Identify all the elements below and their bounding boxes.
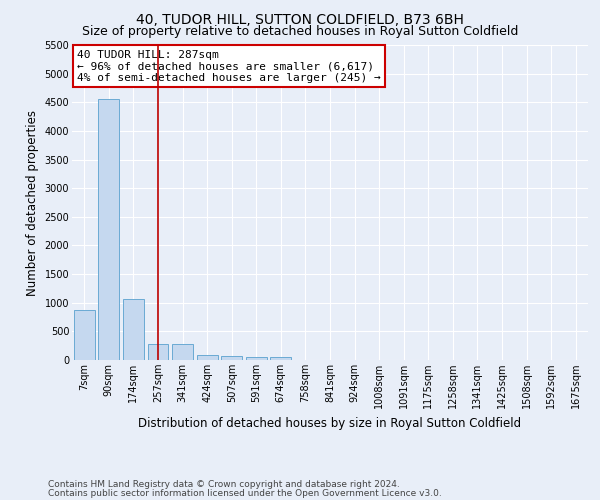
Y-axis label: Number of detached properties: Number of detached properties [26, 110, 39, 296]
X-axis label: Distribution of detached houses by size in Royal Sutton Coldfield: Distribution of detached houses by size … [139, 416, 521, 430]
Bar [123, 300, 144, 360]
Bar [221, 356, 242, 360]
Bar [172, 344, 193, 360]
Text: Size of property relative to detached houses in Royal Sutton Coldfield: Size of property relative to detached ho… [82, 25, 518, 38]
Bar [271, 357, 292, 360]
Text: 40 TUDOR HILL: 287sqm
← 96% of detached houses are smaller (6,617)
4% of semi-de: 40 TUDOR HILL: 287sqm ← 96% of detached … [77, 50, 381, 83]
Bar [98, 100, 119, 360]
Bar [74, 310, 95, 360]
Text: Contains HM Land Registry data © Crown copyright and database right 2024.: Contains HM Land Registry data © Crown c… [48, 480, 400, 489]
Bar [246, 357, 267, 360]
Text: 40, TUDOR HILL, SUTTON COLDFIELD, B73 6BH: 40, TUDOR HILL, SUTTON COLDFIELD, B73 6B… [136, 12, 464, 26]
Bar [197, 355, 218, 360]
Bar [148, 344, 169, 360]
Text: Contains public sector information licensed under the Open Government Licence v3: Contains public sector information licen… [48, 488, 442, 498]
